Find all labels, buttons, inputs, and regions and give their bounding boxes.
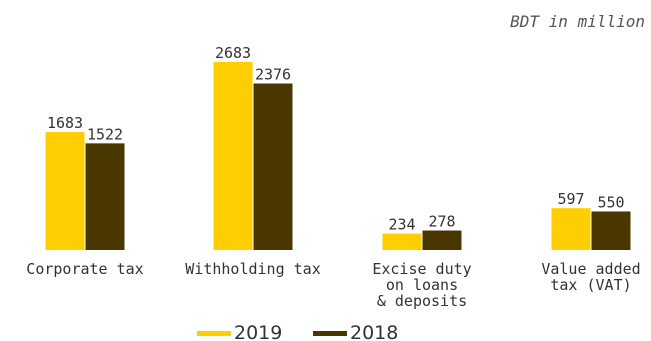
bar-2019-2 xyxy=(382,233,422,250)
category-label-2-0: Excise duty xyxy=(372,260,471,278)
category-label-0-0: Corporate tax xyxy=(26,260,143,278)
value-label-2018-1: 2376 xyxy=(255,66,291,84)
unit-note: BDT in million xyxy=(510,12,645,31)
legend-label-2018: 2018 xyxy=(350,322,398,341)
category-label-3-0: Value added xyxy=(541,260,640,278)
value-label-2019-2: 234 xyxy=(388,216,415,234)
legend-swatch-2019 xyxy=(197,331,231,336)
bar-2018-1 xyxy=(253,83,293,250)
legend-label-2019: 2019 xyxy=(234,322,282,341)
value-label-2018-3: 550 xyxy=(597,193,624,211)
bar-2019-0 xyxy=(45,132,85,250)
value-label-2018-2: 278 xyxy=(428,213,455,231)
category-label-2-2: & deposits xyxy=(377,292,467,310)
bar-2019-1 xyxy=(213,62,253,250)
value-label-2019-3: 597 xyxy=(557,190,584,208)
bar-2018-0 xyxy=(85,143,125,250)
legend-swatch-2018 xyxy=(313,331,347,336)
value-label-2019-1: 2683 xyxy=(215,44,251,62)
category-label-1-0: Withholding tax xyxy=(185,260,320,278)
category-label-2-1: on loans xyxy=(386,276,458,294)
bar-2018-3 xyxy=(591,211,631,250)
category-label-3-1: tax (VAT) xyxy=(550,276,631,294)
value-label-2019-0: 1683 xyxy=(47,114,83,132)
bar-2018-2 xyxy=(422,230,462,250)
value-label-2018-0: 1522 xyxy=(87,125,123,143)
bar-2019-3 xyxy=(551,208,591,250)
